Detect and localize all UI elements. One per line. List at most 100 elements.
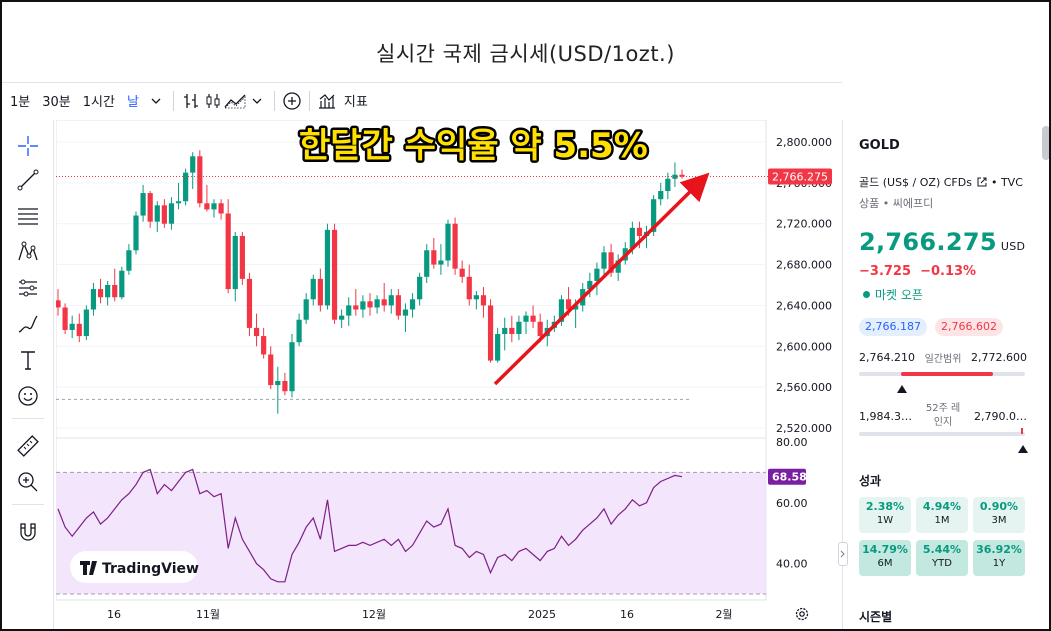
day-range-bar <box>859 372 1025 376</box>
ruler-icon[interactable] <box>14 432 42 460</box>
candle <box>445 223 451 261</box>
compare-add-icon[interactable] <box>281 90 303 112</box>
last-price: 2,766.275 USD <box>859 228 1025 256</box>
symbol-info-panel: GOLD 골드 (US$ / OZ) CFDs • TVC 상품 • 씨에프디 … <box>842 120 1049 629</box>
symbol-category: 상품 • 씨에프디 <box>859 197 934 210</box>
performance-cell-ytd: 5.44% YTD <box>916 540 968 576</box>
brush-icon[interactable] <box>14 310 42 338</box>
panel-scrollbar[interactable] <box>1042 126 1049 160</box>
candle <box>502 327 508 335</box>
trend-line-icon[interactable] <box>14 166 42 194</box>
seasonals-title: 시즌별 <box>859 610 893 624</box>
candle <box>424 250 430 277</box>
chart-area[interactable]: 2,800.0002,760.0002,720.0002,680.0002,64… <box>56 120 838 630</box>
panel-expand-handle[interactable] <box>838 542 848 566</box>
symbol-source: TVC <box>1000 176 1023 189</box>
candle <box>289 342 295 392</box>
interval-1h[interactable]: 1시간 <box>82 95 115 110</box>
day-range: 2,764.210 일간범위 2,772.600 <box>859 350 1027 365</box>
interval-1m[interactable]: 1분 <box>10 95 31 110</box>
settings-gear-icon[interactable] <box>795 607 809 621</box>
candle <box>218 203 224 214</box>
emoji-icon[interactable] <box>14 382 42 410</box>
candle <box>615 260 621 273</box>
price-chart[interactable]: 2,800.0002,760.0002,720.0002,680.0002,64… <box>56 120 838 630</box>
candle <box>523 315 529 322</box>
candle <box>175 201 182 204</box>
candle <box>395 295 401 316</box>
prediction-icon[interactable] <box>14 274 42 302</box>
price-currency: USD <box>1000 240 1026 253</box>
text-tool-icon[interactable] <box>14 346 42 374</box>
interval-30m[interactable]: 30분 <box>42 95 71 110</box>
indicators-button[interactable]: 지표 <box>343 95 368 110</box>
symbol-name[interactable]: GOLD <box>859 138 900 153</box>
candle-chart-type-icon[interactable] <box>202 90 224 112</box>
page-title: 실시간 국제 금시세(USD/1ozt.) <box>376 42 675 66</box>
fib-lines-icon[interactable] <box>14 202 42 230</box>
price-axis-tick: 2,640.000 <box>776 299 832 312</box>
annotation-arrow <box>493 172 710 386</box>
day-high: 2,772.600 <box>971 351 1027 364</box>
crosshair-icon[interactable] <box>14 132 42 160</box>
performance-cell-1m: 4.94% 1M <box>916 497 968 533</box>
pattern-icon[interactable] <box>14 238 42 266</box>
candle <box>516 321 522 335</box>
candle <box>154 205 160 222</box>
candle <box>331 229 338 320</box>
external-link-icon[interactable] <box>977 177 987 190</box>
day-low: 2,764.210 <box>859 351 915 364</box>
candle <box>402 309 409 316</box>
time-axis-tick: 16 <box>107 608 121 621</box>
week52-range: 1,984.3… 52주 레인지 2,790.0… <box>859 402 1027 430</box>
chart-toolbar: 1분 30분 1시간 날 지표 <box>2 82 842 118</box>
time-axis-tick: 2025 <box>528 608 556 621</box>
rsi-current-label: 68.58 <box>772 471 807 484</box>
candle <box>161 205 167 224</box>
price-pane <box>56 120 767 439</box>
chevron-down-icon[interactable] <box>246 90 268 112</box>
time-axis-tick: 16 <box>620 608 634 621</box>
candle <box>183 172 189 202</box>
performance-value: 14.79% <box>862 543 908 556</box>
performance-period: 1M <box>934 515 950 526</box>
interval-day[interactable]: 날 <box>126 95 139 110</box>
gear-outer <box>795 607 809 621</box>
candle <box>587 280 593 290</box>
candle <box>275 381 281 386</box>
week52-fill <box>1021 428 1023 434</box>
candle <box>466 276 472 300</box>
chevron-down-icon[interactable] <box>145 90 167 112</box>
time-axis-tick: 2월 <box>715 608 732 621</box>
indicators-icon[interactable] <box>316 90 338 112</box>
candle <box>246 278 253 328</box>
candle <box>374 299 380 308</box>
candle <box>83 309 89 337</box>
candle <box>339 315 345 320</box>
zoom-in-icon[interactable] <box>14 468 42 496</box>
candle <box>232 235 238 290</box>
candle <box>133 215 139 251</box>
candle <box>594 268 600 281</box>
candle <box>487 305 494 361</box>
candle <box>296 319 302 343</box>
performance-value: 36.92% <box>976 543 1022 556</box>
time-axis-tick: 11월 <box>196 608 220 621</box>
candle <box>636 227 643 236</box>
candle <box>105 285 111 298</box>
magnet-icon[interactable] <box>14 518 42 546</box>
performance-value: 0.90% <box>979 500 1019 513</box>
candle <box>573 305 579 310</box>
rsi-axis-tick: 80.00 <box>776 436 808 449</box>
performance-cell-1w: 2.38% 1W <box>859 497 911 533</box>
rsi-axis-tick: 60.00 <box>776 497 808 510</box>
candle <box>168 203 175 224</box>
candle <box>388 295 394 306</box>
current-price-badge <box>768 168 832 185</box>
area-chart-type-icon[interactable] <box>223 90 246 112</box>
candle <box>452 223 458 269</box>
candle <box>459 268 465 277</box>
bar-chart-type-icon[interactable] <box>180 90 202 112</box>
performance-cell-6m: 14.79% 6M <box>859 540 911 576</box>
